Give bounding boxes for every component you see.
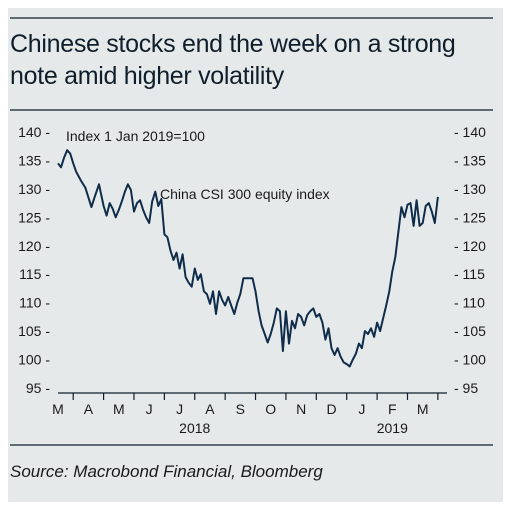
y-axis-left: 95 - 100 - 105 - 110 - 115 - 120 - 125 - 130 - 1… bbox=[18, 124, 50, 396]
y-tick-label-left: 95 - bbox=[26, 380, 50, 396]
y-tick-label-right: - 135 bbox=[454, 152, 486, 168]
x-tick-label: M bbox=[52, 401, 64, 417]
x-tick-label: J bbox=[176, 401, 183, 417]
x-tick-label: F bbox=[388, 401, 397, 417]
year-labels: 2018 2019 bbox=[179, 420, 408, 436]
y-tick-label-right: - 110 bbox=[454, 295, 485, 311]
y-tick-label-right: - 120 bbox=[454, 238, 486, 254]
y-tick-label-right: - 125 bbox=[454, 209, 486, 225]
x-tick-label: J bbox=[358, 401, 365, 417]
y-tick-label-left: 125 - bbox=[18, 209, 50, 225]
y-tick-label-left: 115 - bbox=[19, 266, 50, 282]
series-label: China CSI 300 equity index bbox=[160, 186, 330, 202]
y-tick-label-left: 120 - bbox=[18, 238, 50, 254]
x-tick-label: J bbox=[146, 401, 153, 417]
y-tick-label-right: - 95 bbox=[454, 380, 478, 396]
y-tick-label-left: 110 - bbox=[19, 295, 50, 311]
y-tick-label-left: 140 - bbox=[18, 124, 50, 140]
x-tick-label: M bbox=[113, 401, 125, 417]
year-label: 2018 bbox=[179, 420, 210, 436]
y-tick-label-left: 130 - bbox=[18, 181, 50, 197]
y-tick-label-right: - 115 bbox=[454, 266, 485, 282]
y-tick-label-left: 105 - bbox=[18, 323, 50, 339]
x-tick-label: M bbox=[417, 401, 429, 417]
y-axis-right: - 95 - 100 - 105 - 110 - 115 - 120 - 125 - 130 -… bbox=[454, 124, 486, 396]
x-tick-label: N bbox=[296, 401, 306, 417]
x-tick-label: S bbox=[236, 401, 245, 417]
source-note: Source: Macrobond Financial, Bloomberg bbox=[10, 462, 323, 481]
year-label: 2019 bbox=[377, 420, 408, 436]
y-tick-label-left: 100 - bbox=[18, 352, 50, 368]
x-tick-label: A bbox=[84, 401, 94, 417]
chart-frame bbox=[8, 8, 503, 502]
x-tick-label: O bbox=[265, 401, 276, 417]
y-tick-label-left: 135 - bbox=[18, 152, 50, 168]
chart-title: Chinese stocks end the week on a strong … bbox=[10, 30, 456, 90]
y-tick-label-right: - 105 bbox=[454, 323, 486, 339]
x-tick-label: A bbox=[205, 401, 215, 417]
y-tick-label-right: - 130 bbox=[454, 181, 486, 197]
series-line-csi300 bbox=[57, 149, 439, 368]
x-tick-label: D bbox=[326, 401, 336, 417]
y-tick-label-right: - 100 bbox=[454, 352, 486, 368]
y-tick-label-right: - 140 bbox=[454, 124, 486, 140]
index-base-note: Index 1 Jan 2019=100 bbox=[66, 128, 205, 144]
x-axis-ticks bbox=[72, 393, 439, 400]
